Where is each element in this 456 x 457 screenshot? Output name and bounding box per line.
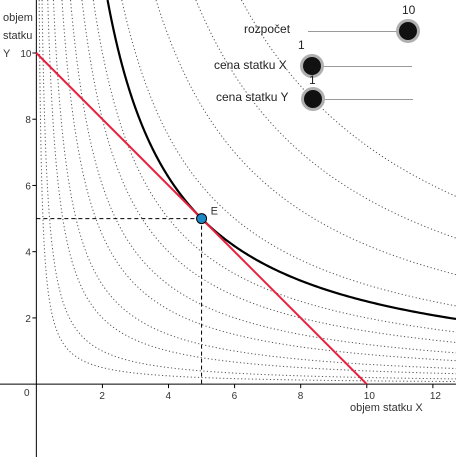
slider-cena-y-value: 1 bbox=[309, 73, 316, 87]
optimum-point-label: E bbox=[211, 206, 218, 218]
slider-rozpocet-knob[interactable] bbox=[399, 22, 417, 40]
y-axis-label-line-3: Y bbox=[3, 48, 11, 60]
indifference-curves bbox=[38, 0, 456, 383]
slider-rozpocet-track[interactable] bbox=[308, 31, 408, 32]
y-tick-label: 6 bbox=[25, 181, 31, 192]
x-tick-label: 12 bbox=[430, 391, 442, 402]
y-axis-label-line-2: statku bbox=[3, 30, 32, 42]
indifference-curve-6 bbox=[81, 0, 456, 343]
slider-cena-y-track[interactable] bbox=[313, 99, 413, 100]
x-tick-label: 6 bbox=[232, 391, 238, 402]
slider-rozpocet-label: rozpočet bbox=[244, 22, 291, 36]
indifference-curve-11 bbox=[241, 0, 456, 197]
slider-cena-y-knob[interactable] bbox=[304, 90, 322, 108]
indifference-curve-2 bbox=[47, 0, 456, 375]
indifference-curve-7 bbox=[92, 0, 456, 333]
indifference-curve-1 bbox=[41, 0, 456, 380]
y-tick-label: 4 bbox=[25, 248, 31, 259]
y-tick-label: 8 bbox=[25, 115, 31, 126]
y-tick-label: 2 bbox=[25, 314, 31, 325]
x-tick-label: 2 bbox=[99, 391, 105, 402]
optimal-indifference-curve bbox=[106, 0, 456, 321]
slider-cena-x-label: cena statku X bbox=[214, 58, 287, 72]
y-tick-label: 10 bbox=[20, 49, 32, 60]
optimum-point-e[interactable] bbox=[196, 213, 208, 225]
indifference-curve-0 bbox=[38, 0, 456, 383]
slider-cena-x-value: 1 bbox=[298, 38, 305, 52]
origin-label: 0 bbox=[24, 388, 30, 399]
indifference-curve-8 bbox=[121, 0, 456, 307]
slider-cena-y-label: cena statku Y bbox=[216, 90, 289, 104]
y-axis-label-line-1: objem bbox=[3, 12, 33, 24]
x-axis-label: objem statku X bbox=[350, 402, 423, 414]
x-tick-label: 10 bbox=[364, 391, 376, 402]
x-tick-label: 4 bbox=[166, 391, 172, 402]
slider-cena-x-track[interactable] bbox=[312, 66, 412, 67]
indifference-curve-3 bbox=[52, 0, 456, 369]
indifference-curve-5 bbox=[70, 0, 456, 354]
indifference-curve-9 bbox=[155, 0, 456, 276]
x-tick-label: 8 bbox=[298, 391, 304, 402]
indifference-curve-10 bbox=[195, 0, 456, 239]
slider-cena-x-knob[interactable] bbox=[303, 57, 321, 75]
slider-rozpocet-value: 10 bbox=[402, 3, 416, 17]
